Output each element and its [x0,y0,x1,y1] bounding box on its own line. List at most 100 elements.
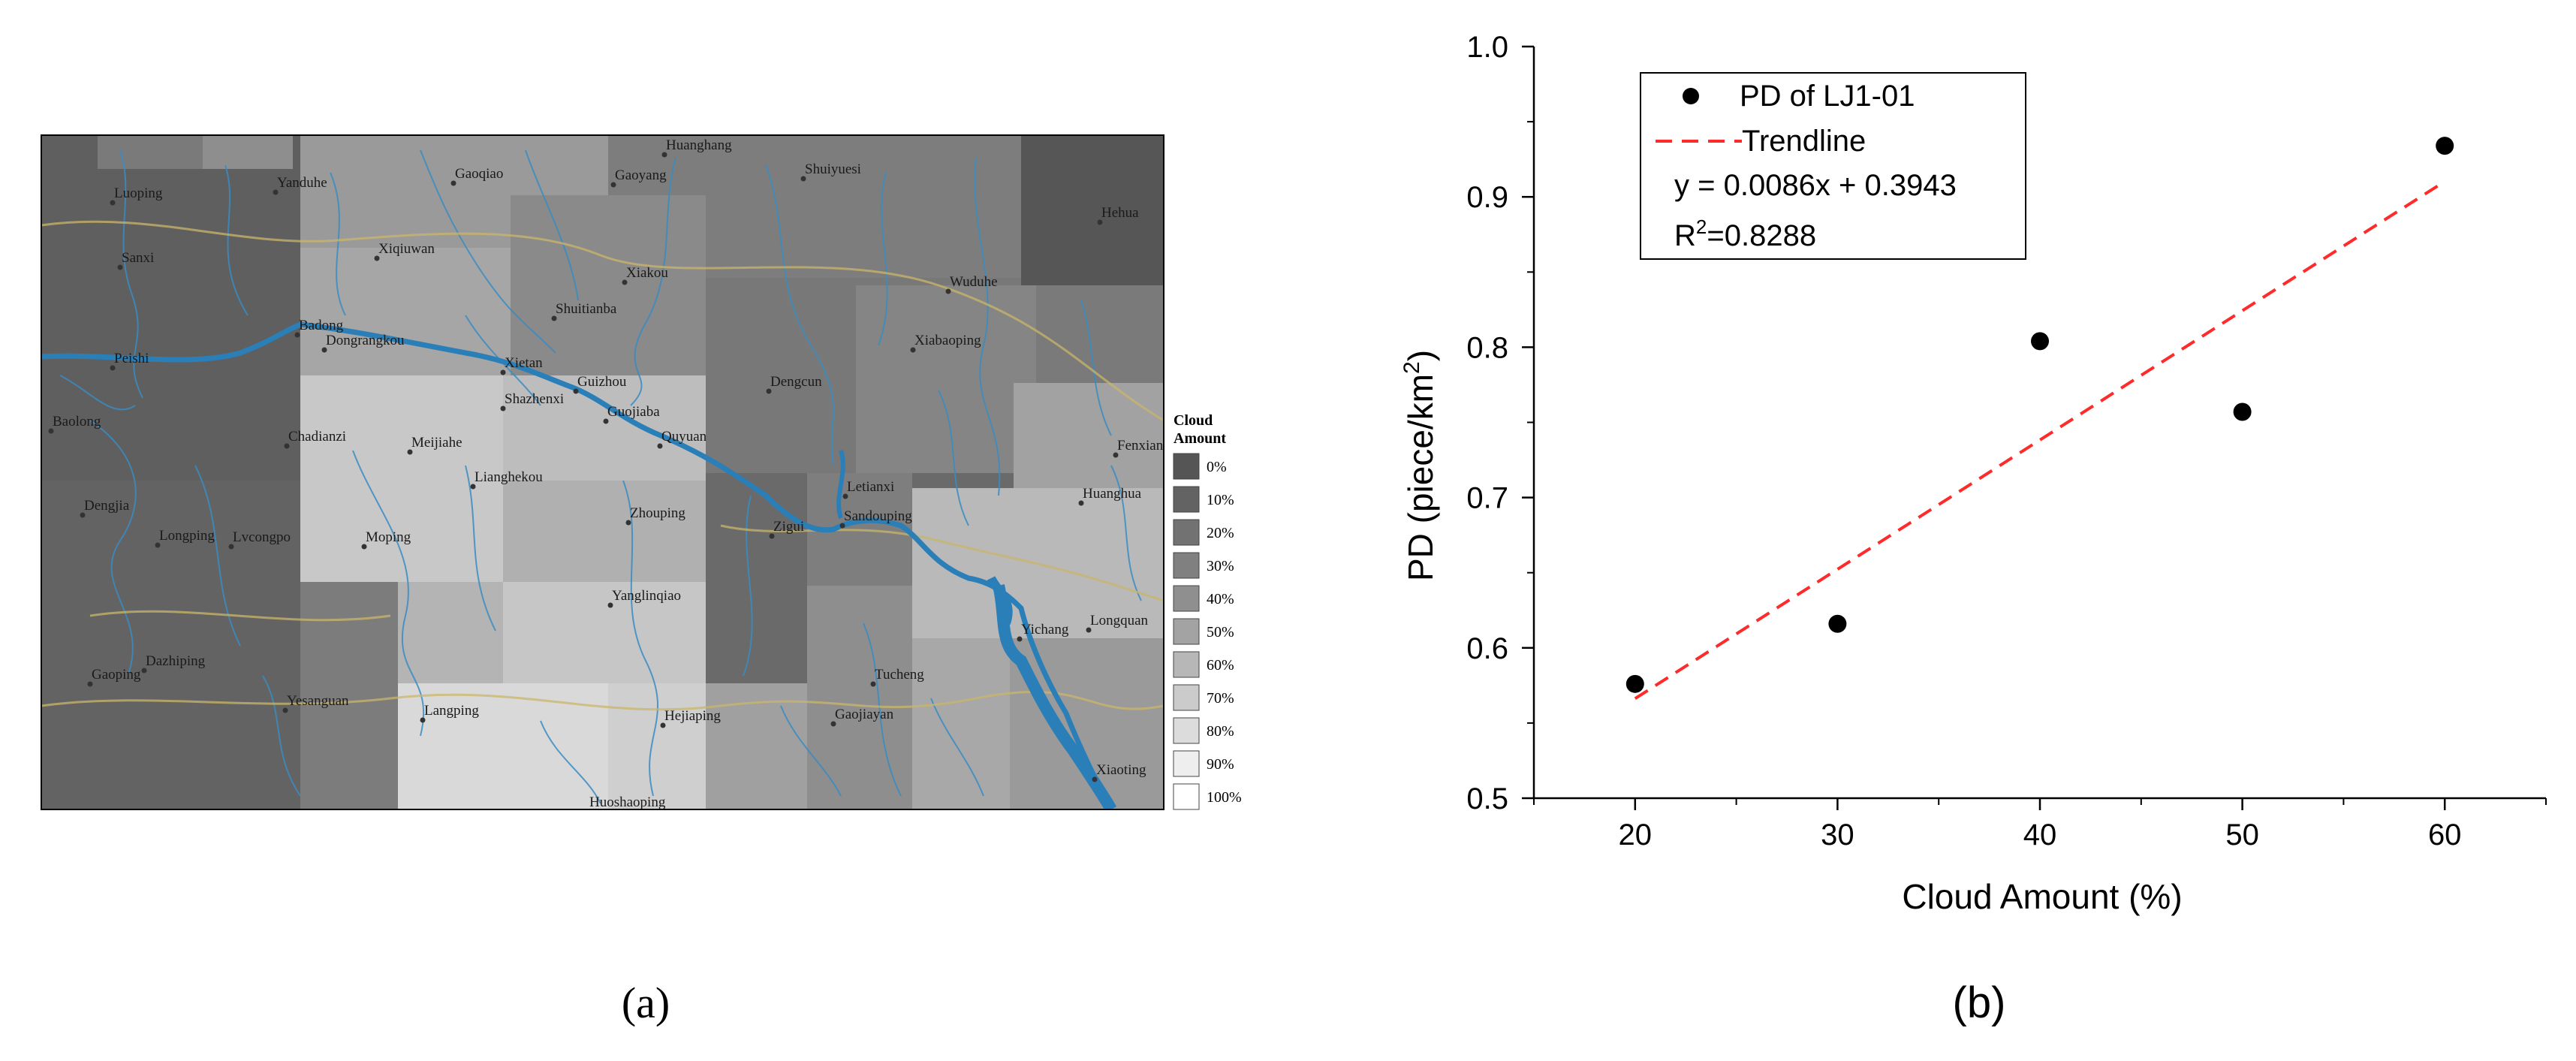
map-panel: Huanghang Shuiyuesi Luoping Yanduhe Gaoqiao G… [0,0,1291,1057]
place-zhouping: Zhouping [625,505,685,526]
place-marker [1113,452,1119,458]
cloud-legend: Cloud Amount 0% 10% 20% 30% 40% 50% 60% 70% 80% 9… [1173,412,1242,810]
place-marker [1017,636,1023,642]
legend-label: 50% [1207,624,1234,641]
place-name: Xiabaoping [914,333,981,348]
place-name: Wuduhe [950,274,998,290]
place-name: Shuitianba [556,301,617,317]
legend-title-line2: Amount [1174,430,1226,447]
place-lvcongpo: Lvcongpo [228,529,291,550]
place-name: Zhouping [630,505,685,521]
place-badong: Badong [294,318,344,338]
data-point [2233,402,2252,421]
y-tick-label: 0.8 [1466,331,1508,364]
place-marker [657,443,663,449]
place-name: Lvcongpo [233,529,291,545]
legend-swatch [1173,552,1200,579]
place-longping: Longping [155,528,215,548]
legend-label: 20% [1207,525,1234,541]
place-tucheng: Tucheng [870,667,924,687]
place-marker [945,288,951,294]
place-marker [407,449,413,455]
x-tick-label: 30 [1821,818,1854,852]
place-name: Yanduhe [277,175,327,191]
panel-b-label: (b) [1953,978,2006,1027]
place-marker [87,681,93,687]
place-marker [80,512,86,518]
place-marker [1086,627,1092,633]
place-longquan: Longquan [1086,613,1149,633]
place-quyuan: Quyuan [657,429,707,449]
place-name: Zigui [773,519,804,535]
place-xiabaoping: Xiabaoping [910,333,981,353]
place-marker [273,189,279,195]
place-marker [1078,500,1084,506]
legend-entry-90: 90% [1173,750,1234,777]
place-sandouping: Sandouping [839,508,912,529]
tributaries [59,149,1142,804]
legend-marker-point [1683,88,1699,104]
place-marker [284,443,290,449]
place-name: Dongrangkou [326,333,405,348]
legend-label-series: PD of LJ1-01 [1740,80,1915,113]
legend-swatch [1173,453,1200,480]
place-name: Meijiahe [411,435,462,451]
place-name: Tucheng [875,667,924,683]
place-marker [610,182,616,188]
place-marker [830,721,836,727]
place-marker [769,533,775,539]
y-tick-label: 0.5 [1466,782,1508,815]
place-name: Guojiaba [607,404,660,420]
place-huanghua: Huanghua [1078,486,1142,506]
place-name: Xiqiuwan [378,241,435,257]
place-huoshaoping: Huoshaoping [586,794,666,809]
legend-items: 0% 10% 20% 30% 40% 50% 60% 70% 80% 90% 100% [1173,453,1242,810]
place-lianghekou: Lianghekou [470,469,543,490]
data-point [1625,674,1644,693]
place-marker [842,493,848,499]
place-shazhenxi: Shazhenxi [500,391,564,411]
place-dengjia: Dengjia [80,498,130,518]
data-point [1828,614,1847,633]
place-meijiahe: Meijiahe [407,435,462,455]
place-peishi: Peishi [110,351,149,371]
place-sanxi: Sanxi [117,250,154,270]
place-baolong: Baolong [48,414,101,434]
place-name: Sanxi [122,250,154,266]
place-marker [622,279,628,285]
data-point [2436,137,2454,155]
data-point [2031,332,2049,351]
place-gaojiayan: Gaojiayan [830,707,894,727]
place-dengcun: Dengcun [766,374,822,394]
place-xiaoting: Xiaoting [1092,762,1146,782]
legend-swatch [1173,684,1200,711]
legend-label: 80% [1207,723,1234,740]
place-marker [551,315,557,321]
place-name: Quyuan [661,429,707,445]
place-name: Sandouping [844,508,912,524]
legend-swatch [1173,783,1200,810]
place-marker [870,681,876,687]
place-marker [321,347,327,353]
regression-equation: y = 0.0086x + 0.3943 [1674,169,1957,202]
legend-label: 0% [1207,459,1227,475]
place-name: Badong [299,318,344,333]
r-squared: R2=0.8288 [1674,216,1816,252]
x-tick-label: 40 [2023,818,2057,852]
place-marker [573,388,579,394]
legend-entry-30: 30% [1173,552,1234,579]
legend-entry-40: 40% [1173,585,1234,612]
place-gaoyang: Gaoyang [610,167,667,188]
place-name: Moping [366,529,411,545]
place-marker [500,369,506,375]
y-tick-label: 0.7 [1466,482,1508,515]
legend-label: 70% [1207,690,1234,707]
legend-entry-50: 50% [1173,618,1234,645]
legend-swatch [1173,585,1200,612]
legend-label: 90% [1207,756,1234,773]
place-name: Xiakou [626,265,668,281]
place-marker [1092,776,1098,782]
place-marker [661,152,667,158]
place-marker [141,668,147,674]
place-marker [800,176,806,182]
